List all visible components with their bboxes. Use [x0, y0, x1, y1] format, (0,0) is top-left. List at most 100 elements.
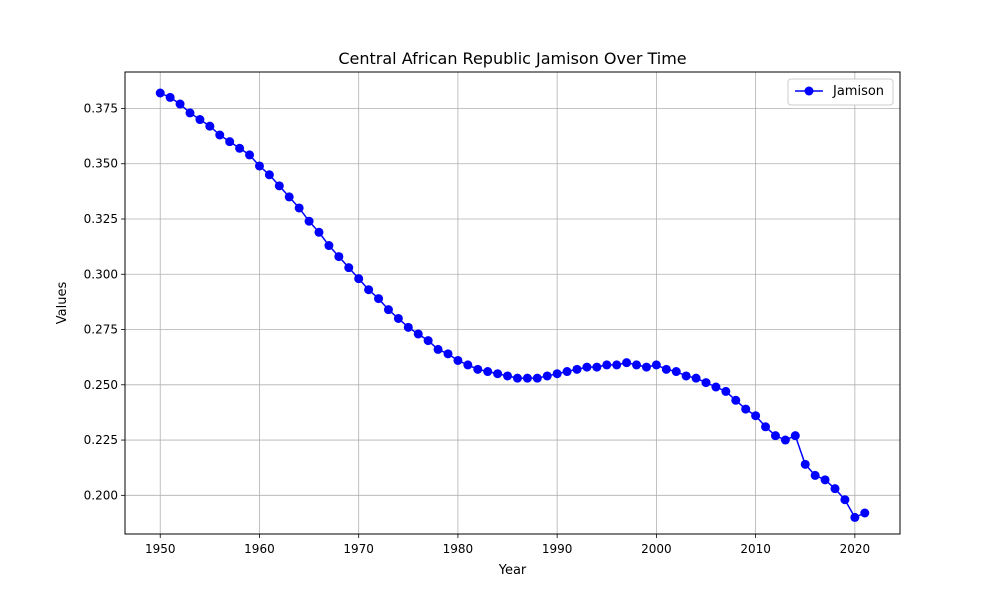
y-tick-label: 0.275 — [84, 323, 118, 337]
data-point — [195, 115, 205, 125]
data-point — [413, 329, 423, 339]
series-layer — [155, 88, 870, 522]
data-point — [770, 431, 780, 441]
x-tick-label: 1980 — [443, 542, 474, 556]
data-point — [582, 362, 592, 372]
y-axis-label: Values — [55, 282, 70, 325]
data-point — [423, 336, 433, 346]
x-tick-label: 2020 — [840, 542, 871, 556]
data-point — [443, 349, 453, 359]
data-point — [552, 369, 562, 379]
data-point — [264, 170, 274, 180]
data-point — [632, 360, 642, 370]
y-tick-label: 0.225 — [84, 433, 118, 447]
data-point — [403, 322, 413, 332]
x-tick-label: 1950 — [145, 542, 176, 556]
y-tick-label: 0.300 — [84, 267, 118, 281]
data-point — [324, 241, 334, 251]
x-tick-label: 2000 — [641, 542, 672, 556]
x-tick-label: 1960 — [244, 542, 275, 556]
data-point — [374, 294, 384, 304]
data-point — [681, 371, 691, 381]
data-point — [344, 263, 354, 273]
data-point — [274, 181, 284, 191]
legend-box — [787, 78, 894, 106]
data-point — [245, 150, 255, 160]
x-tick-label: 1970 — [343, 542, 374, 556]
legend-label-jamison: Jamison — [832, 84, 884, 99]
data-point — [453, 355, 463, 365]
grid-layer — [125, 72, 900, 534]
data-point — [185, 108, 195, 118]
data-point — [592, 362, 602, 372]
data-point — [691, 373, 701, 383]
data-point — [235, 143, 245, 153]
data-point — [562, 367, 572, 377]
data-point — [294, 203, 304, 213]
data-point — [314, 227, 324, 237]
data-point — [830, 484, 840, 494]
data-point — [542, 371, 552, 381]
data-point — [304, 216, 314, 226]
data-point — [860, 508, 870, 518]
data-point — [364, 285, 374, 295]
data-point — [155, 88, 165, 98]
data-point — [711, 382, 721, 392]
legend: Jamison — [787, 78, 894, 106]
data-point — [820, 475, 830, 485]
data-point — [175, 99, 185, 109]
data-point — [334, 252, 344, 262]
data-point — [780, 435, 790, 445]
legend-marker-swatch — [804, 86, 814, 96]
data-point — [701, 378, 711, 388]
y-tick-label: 0.325 — [84, 212, 118, 226]
y-tick-label: 0.350 — [84, 157, 118, 171]
data-point — [532, 373, 542, 383]
data-point — [840, 495, 850, 505]
y-tick-label: 0.250 — [84, 378, 118, 392]
data-point — [790, 431, 800, 441]
data-point — [205, 121, 215, 131]
data-point — [671, 367, 681, 377]
data-point — [512, 373, 522, 383]
data-point — [761, 422, 771, 432]
data-point — [661, 364, 671, 374]
x-axis-label: Year — [498, 563, 527, 578]
data-point — [284, 192, 294, 202]
data-point — [751, 411, 761, 421]
y-tick-label: 0.200 — [84, 488, 118, 502]
tick-layer: 1950 1960 1970 1980 1990 2000 2010 2020 0.200 0.2… — [84, 101, 870, 556]
data-point — [850, 512, 860, 522]
data-point — [254, 161, 264, 171]
data-point — [503, 371, 513, 381]
data-point — [622, 358, 632, 368]
data-point — [641, 362, 651, 372]
data-point — [731, 395, 741, 405]
data-point — [493, 369, 503, 379]
data-point — [602, 360, 612, 370]
data-point — [215, 130, 225, 140]
data-point — [393, 313, 403, 323]
data-point — [651, 360, 661, 370]
data-point — [354, 274, 364, 284]
data-point — [800, 459, 810, 469]
data-point — [612, 360, 622, 370]
plot-frame — [124, 71, 901, 535]
data-point — [810, 470, 820, 480]
data-point — [721, 386, 731, 396]
data-point — [463, 360, 473, 370]
data-point — [165, 92, 175, 102]
data-point — [383, 305, 393, 315]
y-tick-label: 0.375 — [84, 101, 118, 115]
data-point — [483, 367, 493, 377]
x-tick-label: 2010 — [740, 542, 771, 556]
data-point — [522, 373, 532, 383]
x-tick-label: 1990 — [542, 542, 573, 556]
data-point — [741, 404, 751, 414]
data-point — [433, 344, 443, 354]
chart-title: Central African Republic Jamison Over Ti… — [338, 49, 686, 68]
data-point — [225, 137, 235, 147]
data-point — [572, 364, 582, 374]
